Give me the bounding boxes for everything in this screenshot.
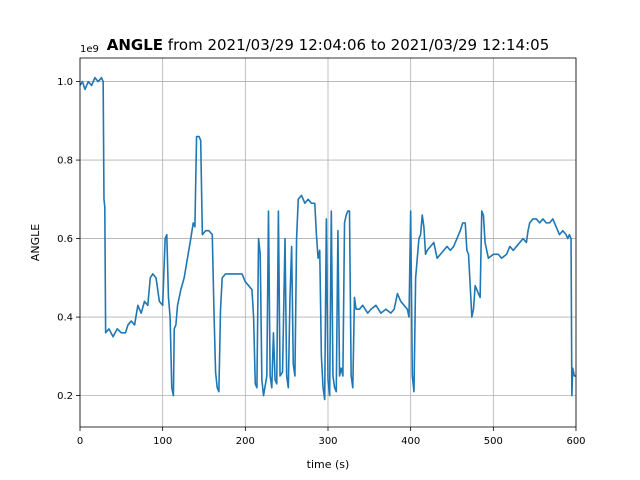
y-tick-label: 0.4: [57, 313, 73, 324]
x-tick-label: 500: [484, 436, 503, 447]
y-tick-label: 0.6: [57, 234, 73, 245]
y-axis-label: ANGLE: [29, 224, 42, 261]
x-tick-label: 300: [318, 436, 337, 447]
x-axis-label: time (s): [307, 458, 350, 471]
y-offset-text: 1e9: [80, 44, 99, 55]
y-tick-label: 0.2: [57, 391, 73, 402]
chart-title-bold: ANGLE: [107, 36, 163, 54]
series-line: [79, 76, 576, 401]
x-tick-label: 600: [566, 436, 585, 447]
x-tick-label: 100: [153, 436, 172, 447]
x-axis-ticks: 0 100 200 300 400 500 600: [77, 427, 586, 447]
chart-title-rest: from 2021/03/29 12:04:06 to 2021/03/29 1…: [163, 36, 549, 54]
y-tick-label: 1.0: [57, 77, 73, 88]
x-tick-label: 200: [236, 436, 255, 447]
y-tick-label: 0.8: [57, 156, 73, 167]
y-axis-ticks: 0.2 0.4 0.6 0.8 1.0: [57, 77, 80, 402]
plot-area: [79, 76, 576, 401]
x-tick-label: 400: [401, 436, 420, 447]
axes-frame: [79, 57, 577, 428]
x-tick-label: 0: [77, 436, 83, 447]
chart-title: ANGLE from 2021/03/29 12:04:06 to 2021/0…: [107, 36, 550, 54]
